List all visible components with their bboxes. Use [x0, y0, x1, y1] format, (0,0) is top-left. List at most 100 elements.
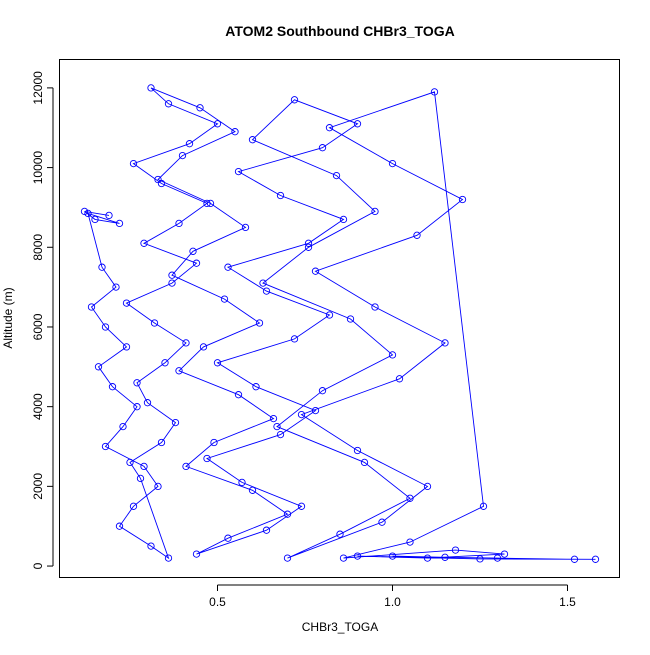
- plot-frame: [59, 59, 620, 578]
- data-point: [353, 120, 362, 128]
- data-point: [262, 287, 271, 295]
- data-point: [80, 207, 89, 216]
- data-point: [171, 418, 180, 427]
- data-point: [182, 339, 190, 347]
- data-point: [493, 554, 502, 562]
- data-point: [126, 458, 134, 467]
- y-tick-label: 4000: [31, 393, 45, 420]
- data-point: [378, 518, 386, 526]
- data-point: [192, 259, 201, 267]
- data-point: [500, 550, 509, 558]
- data-layer: [80, 84, 600, 563]
- data-point: [154, 482, 162, 491]
- x-axis: 0.5 1.0 1.5: [209, 584, 576, 609]
- data-point: [140, 462, 148, 471]
- data-point: [122, 343, 131, 351]
- data-point: [311, 267, 320, 275]
- data-point: [119, 422, 127, 431]
- data-point: [199, 343, 208, 351]
- data-point: [231, 128, 239, 136]
- data-point: [98, 263, 106, 271]
- data-point: [189, 247, 197, 255]
- data-point: [224, 263, 232, 271]
- x-tick-label: 0.5: [209, 595, 226, 609]
- data-point: [423, 482, 432, 491]
- data-point: [213, 359, 222, 367]
- data-point: [255, 319, 264, 327]
- data-point: [339, 215, 348, 224]
- data-point: [353, 446, 362, 455]
- data-point: [570, 555, 579, 563]
- data-point: [283, 510, 292, 518]
- x-tick-label: 1.0: [384, 595, 401, 609]
- data-point: [252, 383, 260, 391]
- data-point: [175, 367, 183, 375]
- data-point: [297, 502, 306, 510]
- data-point: [388, 552, 397, 560]
- data-point: [203, 454, 211, 463]
- data-point: [318, 144, 327, 152]
- data-point: [371, 303, 379, 311]
- data-point: [224, 534, 232, 542]
- data-point: [210, 438, 218, 447]
- data-point: [413, 231, 421, 239]
- y-tick-label: 0: [31, 562, 45, 569]
- data-point: [182, 462, 190, 471]
- y-tick-label: 12000: [31, 71, 45, 105]
- data-point: [353, 552, 362, 560]
- data-point: [283, 554, 292, 562]
- y-axis-label: Altitude (m): [1, 287, 15, 348]
- data-point: [157, 438, 166, 447]
- data-point: [441, 553, 449, 561]
- data-point: [101, 442, 110, 451]
- data-point: [304, 239, 313, 247]
- data-point: [164, 100, 173, 108]
- data-point: [234, 391, 243, 399]
- data-point: [248, 136, 257, 144]
- data-point: [336, 530, 344, 538]
- data-point: [112, 283, 120, 291]
- data-point: [304, 243, 313, 251]
- data-point: [406, 494, 414, 502]
- data-point: [175, 219, 183, 228]
- data-point: [346, 315, 355, 323]
- data-point: [248, 486, 257, 494]
- data-point: [143, 399, 152, 407]
- y-tick-label: 8000: [31, 234, 45, 261]
- data-point: [136, 474, 145, 483]
- data-point: [262, 526, 271, 534]
- data-point: [360, 458, 369, 467]
- data-point: [168, 279, 176, 287]
- data-point: [441, 339, 449, 347]
- data-point: [115, 522, 124, 530]
- data-point: [203, 199, 211, 208]
- data-point: [105, 211, 113, 220]
- data-point: [290, 96, 299, 104]
- data-point: [122, 299, 131, 307]
- data-point: [108, 383, 117, 391]
- data-point: [339, 554, 348, 562]
- data-point: [269, 414, 278, 423]
- data-point: [129, 502, 138, 510]
- data-point: [140, 239, 148, 247]
- data-point: [161, 359, 169, 367]
- data-point: [406, 538, 414, 546]
- y-axis: 0 2000 4000 6000 8000 10000 12000: [31, 71, 54, 569]
- data-point: [451, 546, 460, 554]
- data-point: [476, 555, 484, 563]
- data-point: [238, 478, 246, 487]
- data-point: [273, 422, 281, 431]
- data-point: [133, 379, 141, 387]
- data-point: [178, 151, 187, 160]
- data-point: [371, 207, 379, 216]
- data-point: [332, 171, 341, 180]
- data-point: [129, 159, 138, 168]
- data-point: [388, 159, 397, 168]
- data-point: [591, 555, 600, 563]
- data-point: [430, 88, 439, 96]
- data-point: [213, 120, 222, 128]
- data-point: [318, 387, 327, 395]
